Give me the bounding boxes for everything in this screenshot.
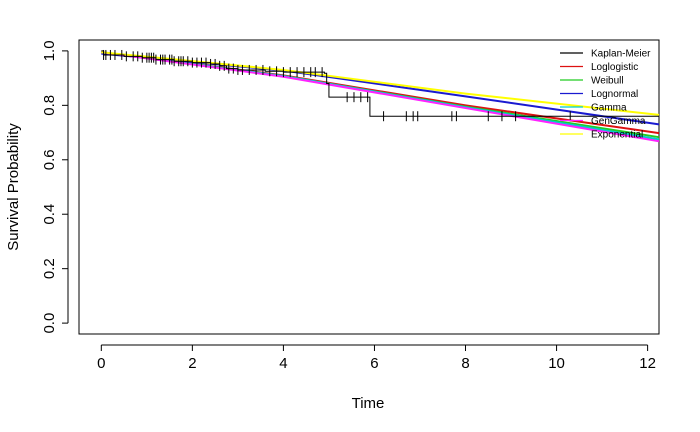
legend: Kaplan-Meier Loglogistic Weibull Lognormal G…	[560, 49, 651, 141]
x-tick-label: 0	[97, 355, 105, 372]
censor-marks	[103, 49, 571, 122]
y-tick-label: 0.4	[41, 204, 58, 225]
x-tick-label: 12	[639, 355, 656, 372]
fitted-curves	[101, 51, 660, 143]
y-tick-label: 0.8	[41, 95, 58, 116]
x-tick-label: 8	[461, 355, 469, 372]
axes: 0 2 4 6 8 10 12 0.0 0.2 0.4 0.6 0.8 1.0	[41, 40, 656, 372]
legend-label: Lognormal	[591, 89, 638, 100]
y-tick-label: 0.0	[41, 313, 58, 334]
legend-label: Kaplan-Meier	[591, 49, 651, 60]
legend-label: Weibull	[591, 76, 624, 87]
plot-frame	[78, 39, 660, 335]
y-tick-label: 1.0	[41, 40, 58, 61]
x-tick-label: 2	[188, 355, 196, 372]
legend-label: Gamma	[591, 103, 627, 114]
legend-label: Loglogistic	[591, 62, 638, 73]
y-tick-label: 0.2	[41, 258, 58, 279]
x-tick-label: 10	[548, 355, 565, 372]
legend-label: Exponential	[591, 130, 643, 141]
y-tick-label: 0.6	[41, 149, 58, 170]
y-axis-title: Survival Probability	[5, 123, 22, 251]
x-axis-title: Time	[352, 395, 385, 412]
x-tick-label: 6	[370, 355, 378, 372]
legend-label: GenGamma	[591, 116, 646, 127]
series-line-gengamma	[101, 51, 660, 143]
series-line-weibull	[101, 51, 660, 139]
x-tick-label: 4	[279, 355, 287, 372]
